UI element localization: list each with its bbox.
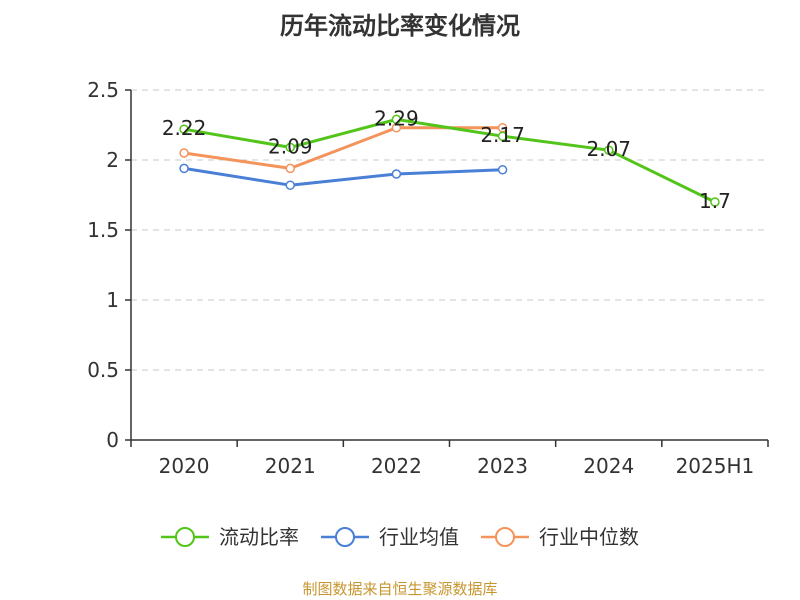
axes — [125, 89, 769, 447]
y-tick-label: 0.5 — [87, 358, 119, 382]
series-line — [183, 117, 716, 204]
series-group — [179, 114, 720, 207]
data-point — [179, 124, 189, 134]
y-tick-label: 1.5 — [87, 218, 119, 242]
legend-item: 行业中位数 — [481, 525, 639, 549]
data-labels: 2.22 2.09 2.29 2.17 2.07 1.7 — [162, 106, 731, 213]
data-label: 2.07 — [586, 137, 631, 161]
x-tick-label: 2023 — [477, 454, 528, 478]
y-tick-label: 0 — [106, 428, 119, 452]
source-note: 制图数据来自恒生聚源数据库 — [302, 580, 498, 598]
chart-title: 历年流动比率变化情况 — [280, 12, 520, 40]
y-tick-label: 2 — [106, 148, 119, 172]
x-tick-label: 2021 — [265, 454, 316, 478]
data-point — [391, 169, 402, 179]
legend: 流动比率 行业均值 行业中位数 — [161, 525, 639, 549]
data-point — [285, 163, 295, 174]
y-tick-label: 2.5 — [87, 78, 119, 102]
legend-label: 行业中位数 — [539, 525, 639, 549]
y-tick-label: 1 — [106, 288, 119, 312]
legend-label: 流动比率 — [219, 525, 299, 549]
data-label: 2.09 — [268, 134, 313, 158]
data-point — [285, 142, 295, 153]
legend-marker — [495, 527, 515, 547]
data-label: 2.22 — [162, 116, 207, 140]
x-tick-label: 2025H1 — [676, 454, 755, 478]
x-tick-label: 2022 — [371, 454, 422, 478]
x-tick-label: 2020 — [159, 454, 210, 478]
x-tick-label: 2024 — [583, 454, 634, 478]
data-point — [391, 114, 402, 125]
data-point — [604, 145, 614, 155]
y-tick-labels: 0 0.5 1 1.5 2 2.5 — [87, 78, 119, 452]
data-point — [285, 180, 295, 190]
series-line — [183, 166, 503, 187]
data-point — [179, 163, 189, 174]
legend-marker — [175, 527, 195, 547]
legend-marker — [335, 527, 355, 547]
legend-item: 行业均值 — [321, 525, 459, 549]
data-label: 2.29 — [374, 106, 419, 130]
legend-item: 流动比率 — [161, 525, 299, 549]
data-point — [710, 197, 720, 207]
data-point — [497, 165, 508, 175]
data-label: 1.7 — [699, 189, 731, 213]
data-point — [179, 148, 189, 158]
gridlines — [131, 89, 768, 371]
data-point — [497, 131, 508, 141]
legend-label: 行业均值 — [379, 525, 459, 549]
x-tick-labels: 2020 2021 2022 2023 2024 2025H1 — [159, 454, 755, 478]
data-label: 2.17 — [480, 123, 525, 147]
